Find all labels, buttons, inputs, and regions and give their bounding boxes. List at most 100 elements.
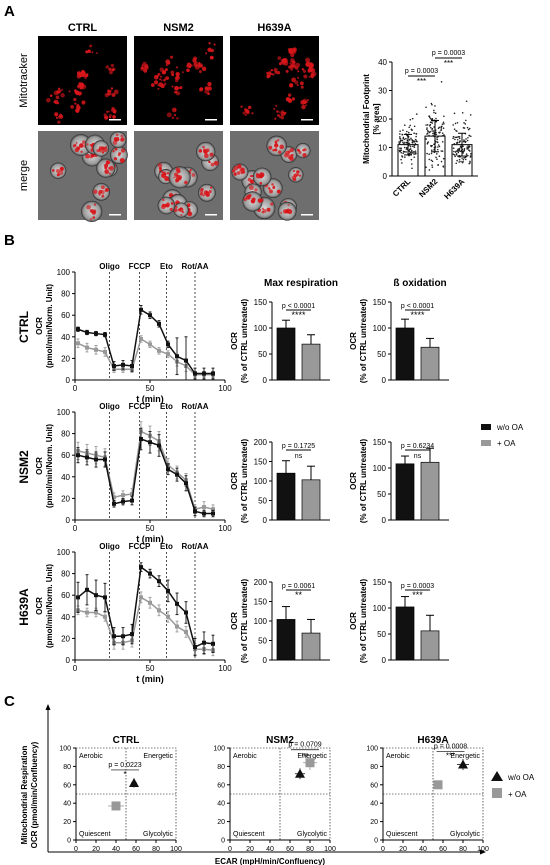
data-point [399, 130, 401, 132]
legend-label: w/o OA [507, 773, 535, 782]
data-point [413, 150, 415, 153]
data-point [401, 155, 403, 157]
data-point [454, 155, 456, 158]
data-point [406, 130, 408, 133]
mitochondria-dot [207, 92, 210, 96]
y-tick-label: 50 [377, 630, 386, 639]
x-tick-label: 20 [399, 846, 407, 853]
mitochondria-dot [306, 98, 309, 102]
footprint-chart: 0 10 20 30 40 Mitochondrial Footprint [% area]… [362, 50, 478, 201]
data-point [426, 124, 429, 126]
data-point [463, 122, 465, 124]
mitochondria-dot [189, 169, 192, 171]
data-point [184, 629, 188, 634]
data-point [401, 133, 403, 136]
significance-stars: **** [291, 310, 306, 320]
mitochondria-dot [276, 110, 279, 113]
data-point [437, 144, 440, 146]
mitochondria-dot [171, 107, 177, 113]
quadrant-label: Glycolytic [143, 831, 173, 838]
mitochondria-dot [299, 81, 304, 86]
data-point [407, 131, 410, 134]
data-point [431, 166, 434, 168]
data-point [428, 115, 431, 118]
data-point [399, 141, 402, 143]
data-point [408, 139, 411, 141]
mitochondria-dot [268, 145, 273, 150]
data-point [413, 140, 416, 143]
mitochondria-dot [93, 189, 98, 195]
data-point [112, 501, 116, 506]
mitochondria-dot [87, 49, 91, 54]
bar [301, 343, 321, 381]
data-point [112, 363, 116, 368]
p-value: p = 0.0008 [434, 744, 467, 751]
injection-label: Oligo [99, 402, 120, 411]
mitochondria-dot [55, 95, 60, 100]
data-point [434, 112, 437, 115]
mitochondria-dot [305, 101, 308, 104]
data-point [442, 166, 445, 168]
quadrant-label: Aerobic [79, 753, 103, 760]
mitochondria-dot [171, 73, 174, 77]
mitochondria-dot [75, 141, 78, 144]
data-point [148, 440, 152, 445]
data-point [443, 134, 445, 136]
data-point [443, 115, 445, 118]
mitochondria-dot [110, 87, 114, 90]
mitochondria-dot [233, 173, 237, 176]
y-axis-label: OCR (pmol/min/Confluency) [30, 741, 39, 848]
mitochondria-dot [300, 85, 304, 89]
data-point [469, 135, 472, 138]
y-tick-label: 0 [382, 656, 387, 665]
mitochondria-dot [191, 173, 196, 177]
mitochondria-dot [78, 93, 81, 96]
mitochondria-dot [274, 143, 279, 148]
y-axis-label: OCR [349, 612, 358, 630]
mitochondria-dot [81, 100, 86, 105]
data-point [461, 157, 463, 159]
data-point [94, 610, 98, 615]
mitochondria-dot [200, 192, 204, 196]
mitochondria-dot [93, 203, 97, 206]
mitochondria-dot [110, 63, 115, 68]
data-point [465, 155, 468, 157]
data-point [466, 147, 469, 150]
mitochondria-dot [51, 169, 55, 172]
mitochondria-dot [105, 65, 109, 69]
y-axis-label: (% of CTRL untreated) [240, 439, 249, 524]
data-point [458, 158, 461, 161]
data-point [430, 102, 433, 105]
data-point [437, 135, 439, 138]
data-point [441, 141, 444, 143]
data-point [415, 113, 418, 115]
y-tick-label: 80 [61, 430, 70, 439]
data-point [435, 156, 437, 159]
data-point [157, 579, 161, 584]
data-point [76, 453, 80, 458]
data-point [443, 122, 445, 125]
mitochondria-dot [276, 189, 281, 194]
data-point [465, 119, 467, 122]
data-point [148, 342, 152, 347]
data-point [414, 143, 417, 145]
data-point [410, 137, 412, 140]
data-point [468, 127, 471, 130]
mitochondria-dot [207, 47, 212, 53]
data-point [410, 128, 413, 131]
data-point [202, 511, 206, 516]
ocr-line-chart: 0 20 40 60 80 100 0 50 100 t (min) OCR (pmol/min/No… [35, 262, 232, 404]
mitochondria-dot [287, 154, 293, 160]
mitochondria-dot [111, 106, 115, 111]
data-point [430, 159, 433, 162]
data-point [409, 145, 412, 148]
x-tick-label: 0 [381, 846, 385, 853]
y-tick-label: 40 [370, 801, 378, 808]
y-axis-label: OCR [230, 332, 239, 350]
mitochondria-dot [175, 72, 178, 75]
data-point [468, 162, 471, 165]
data-point [456, 159, 458, 162]
significance-stars: *** [444, 59, 453, 68]
mitochondria-dot [285, 69, 289, 73]
data-point [405, 151, 407, 153]
